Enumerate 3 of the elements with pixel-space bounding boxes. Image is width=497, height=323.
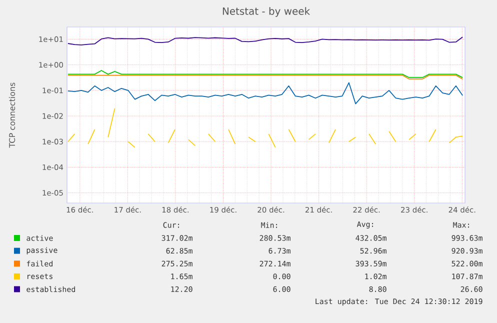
- chart-title: Netstat - by week: [222, 7, 310, 17]
- line-series: [68, 36, 464, 46]
- line-series: [68, 82, 464, 104]
